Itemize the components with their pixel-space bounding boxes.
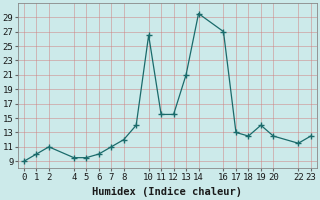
X-axis label: Humidex (Indice chaleur): Humidex (Indice chaleur) [92,187,242,197]
